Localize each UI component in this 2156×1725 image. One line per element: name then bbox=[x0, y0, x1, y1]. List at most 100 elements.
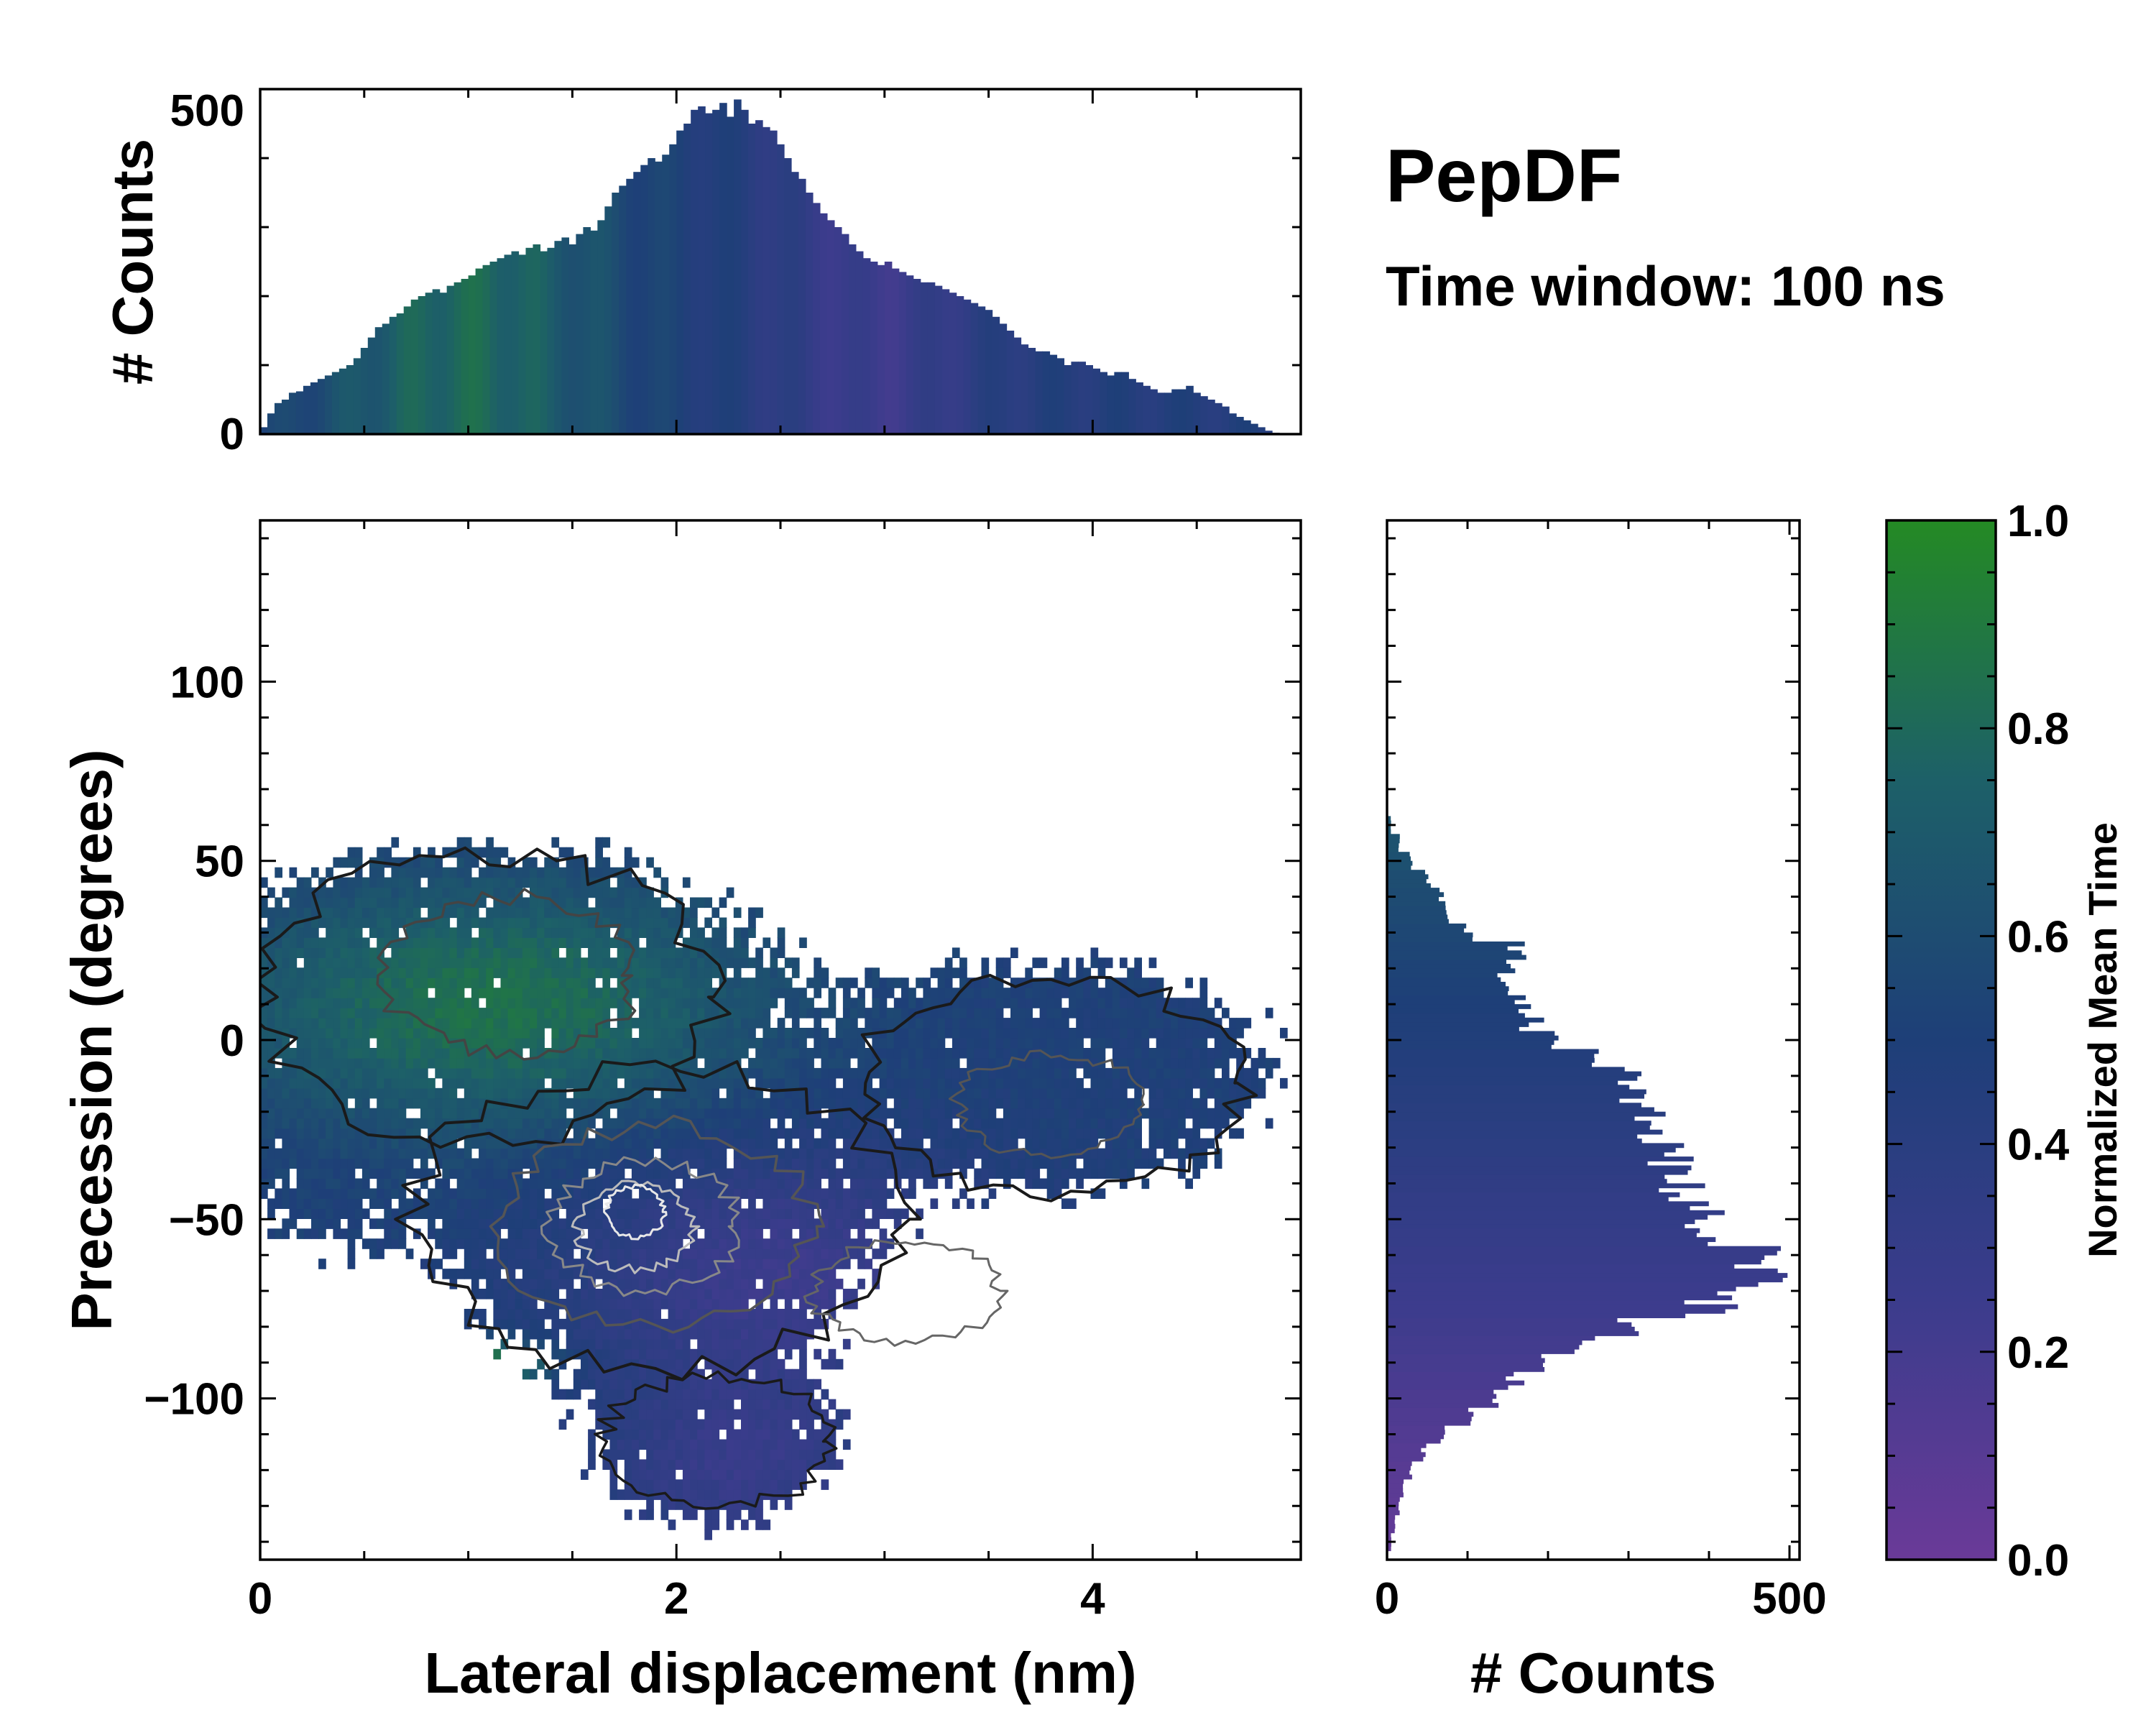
heatmap-cell bbox=[544, 1218, 552, 1229]
heatmap-cell bbox=[930, 1198, 939, 1209]
heatmap-cell bbox=[1090, 1077, 1099, 1089]
heatmap-cell bbox=[711, 1057, 720, 1069]
heatmap-cell bbox=[435, 957, 443, 968]
heatmap-cell bbox=[566, 917, 574, 929]
heatmap-cell bbox=[777, 1178, 786, 1190]
heatmap-cell bbox=[354, 927, 363, 938]
heatmap-cell bbox=[361, 988, 370, 998]
heatmap-cell bbox=[1032, 978, 1041, 988]
heatmap-cell bbox=[806, 1158, 814, 1169]
heatmap-cell bbox=[522, 897, 530, 908]
heatmap-cell bbox=[814, 1248, 821, 1259]
heatmap-cell bbox=[1112, 1128, 1120, 1139]
heatmap-cell bbox=[711, 1309, 720, 1320]
heatmap-cell bbox=[639, 1048, 647, 1059]
heatmap-cell bbox=[937, 1138, 946, 1149]
heatmap-cell bbox=[486, 1038, 494, 1049]
heatmap-cell bbox=[456, 1048, 465, 1059]
heatmap-cell bbox=[311, 1198, 319, 1209]
heatmap-cell bbox=[311, 1118, 319, 1129]
heatmap-cell bbox=[748, 917, 756, 929]
heatmap-cell bbox=[981, 1008, 990, 1018]
heatmap-cell bbox=[260, 1057, 268, 1069]
heatmap-cell bbox=[733, 1479, 742, 1490]
heatmap-cell bbox=[340, 1208, 349, 1219]
heatmap-cell bbox=[624, 1138, 632, 1149]
heatmap-cell bbox=[690, 1479, 698, 1490]
heatmap-cell bbox=[369, 897, 377, 908]
heatmap-cell bbox=[959, 1148, 967, 1159]
heatmap-cell bbox=[624, 1077, 632, 1089]
heatmap-cell bbox=[405, 1098, 414, 1109]
heatmap-cell bbox=[784, 957, 793, 968]
heatmap-cell bbox=[507, 947, 516, 958]
heatmap-cell bbox=[784, 1499, 793, 1510]
heatmap-cell bbox=[384, 1018, 392, 1029]
heatmap-cell bbox=[354, 1218, 363, 1229]
heatmap-cell bbox=[377, 887, 384, 898]
heatmap-cell bbox=[1003, 1168, 1011, 1179]
heatmap-cell bbox=[435, 1208, 443, 1219]
heatmap-cell bbox=[704, 998, 712, 1008]
heatmap-cell bbox=[624, 1188, 632, 1199]
heatmap-cell bbox=[755, 1469, 763, 1480]
heatmap-cell bbox=[733, 937, 742, 948]
heatmap-cell bbox=[653, 1379, 661, 1390]
heatmap-cell bbox=[486, 1238, 494, 1249]
heatmap-cell bbox=[449, 937, 458, 948]
heatmap-cell bbox=[566, 1328, 574, 1340]
heatmap-cell bbox=[391, 897, 400, 908]
heatmap-cell bbox=[289, 1087, 298, 1099]
heatmap-cell bbox=[384, 887, 392, 898]
heatmap-cell bbox=[581, 1289, 589, 1300]
heatmap-cell bbox=[646, 887, 654, 898]
heatmap-cell bbox=[719, 1379, 727, 1390]
heatmap-cell bbox=[507, 998, 516, 1008]
heatmap-cell bbox=[639, 1299, 647, 1310]
top-bar bbox=[346, 365, 354, 434]
heatmap-cell bbox=[660, 1198, 669, 1209]
top-bar bbox=[683, 124, 691, 434]
heatmap-cell bbox=[653, 1008, 661, 1018]
heatmap-cell bbox=[398, 917, 407, 929]
heatmap-cell bbox=[530, 1309, 538, 1320]
heatmap-cell bbox=[711, 1318, 720, 1330]
heatmap-cell bbox=[602, 1138, 611, 1149]
heatmap-cell bbox=[369, 957, 377, 968]
heatmap-cell bbox=[770, 1379, 778, 1390]
heatmap-cell bbox=[442, 1198, 451, 1209]
heatmap-cell bbox=[289, 1077, 298, 1089]
heatmap-cell bbox=[296, 1128, 305, 1139]
heatmap-cell bbox=[784, 1299, 793, 1310]
heatmap-cell bbox=[347, 1238, 356, 1249]
heatmap-cell bbox=[660, 1108, 669, 1119]
heatmap-cell bbox=[413, 1138, 421, 1149]
heatmap-cell bbox=[1105, 1118, 1113, 1129]
heatmap-cell bbox=[923, 1038, 931, 1049]
heatmap-cell bbox=[668, 1469, 676, 1480]
heatmap-cell bbox=[377, 1158, 384, 1169]
heatmap-cell bbox=[646, 988, 654, 998]
heatmap-cell bbox=[1134, 1008, 1142, 1018]
heatmap-cell bbox=[842, 1108, 851, 1119]
heatmap-cell bbox=[726, 1067, 734, 1079]
heatmap-cell bbox=[551, 1128, 560, 1139]
heatmap-cell bbox=[842, 1098, 851, 1109]
heatmap-cell bbox=[719, 1368, 727, 1380]
heatmap-cell bbox=[748, 927, 756, 938]
heatmap-cell bbox=[456, 1168, 465, 1179]
heatmap-cell bbox=[435, 1087, 443, 1099]
heatmap-cell bbox=[711, 1038, 720, 1049]
heatmap-cell bbox=[842, 988, 851, 998]
heatmap-cell bbox=[391, 1067, 400, 1079]
heatmap-cell bbox=[646, 937, 654, 948]
heatmap-cell bbox=[646, 947, 654, 958]
heatmap-cell bbox=[711, 1299, 720, 1310]
heatmap-cell bbox=[711, 1509, 720, 1520]
heatmap-cell bbox=[449, 998, 458, 1008]
heatmap-cell bbox=[398, 1087, 407, 1099]
heatmap-cell bbox=[573, 1108, 581, 1119]
heatmap-cell bbox=[799, 1218, 807, 1229]
heatmap-cell bbox=[959, 1028, 967, 1039]
heatmap-cell bbox=[1018, 1158, 1026, 1169]
